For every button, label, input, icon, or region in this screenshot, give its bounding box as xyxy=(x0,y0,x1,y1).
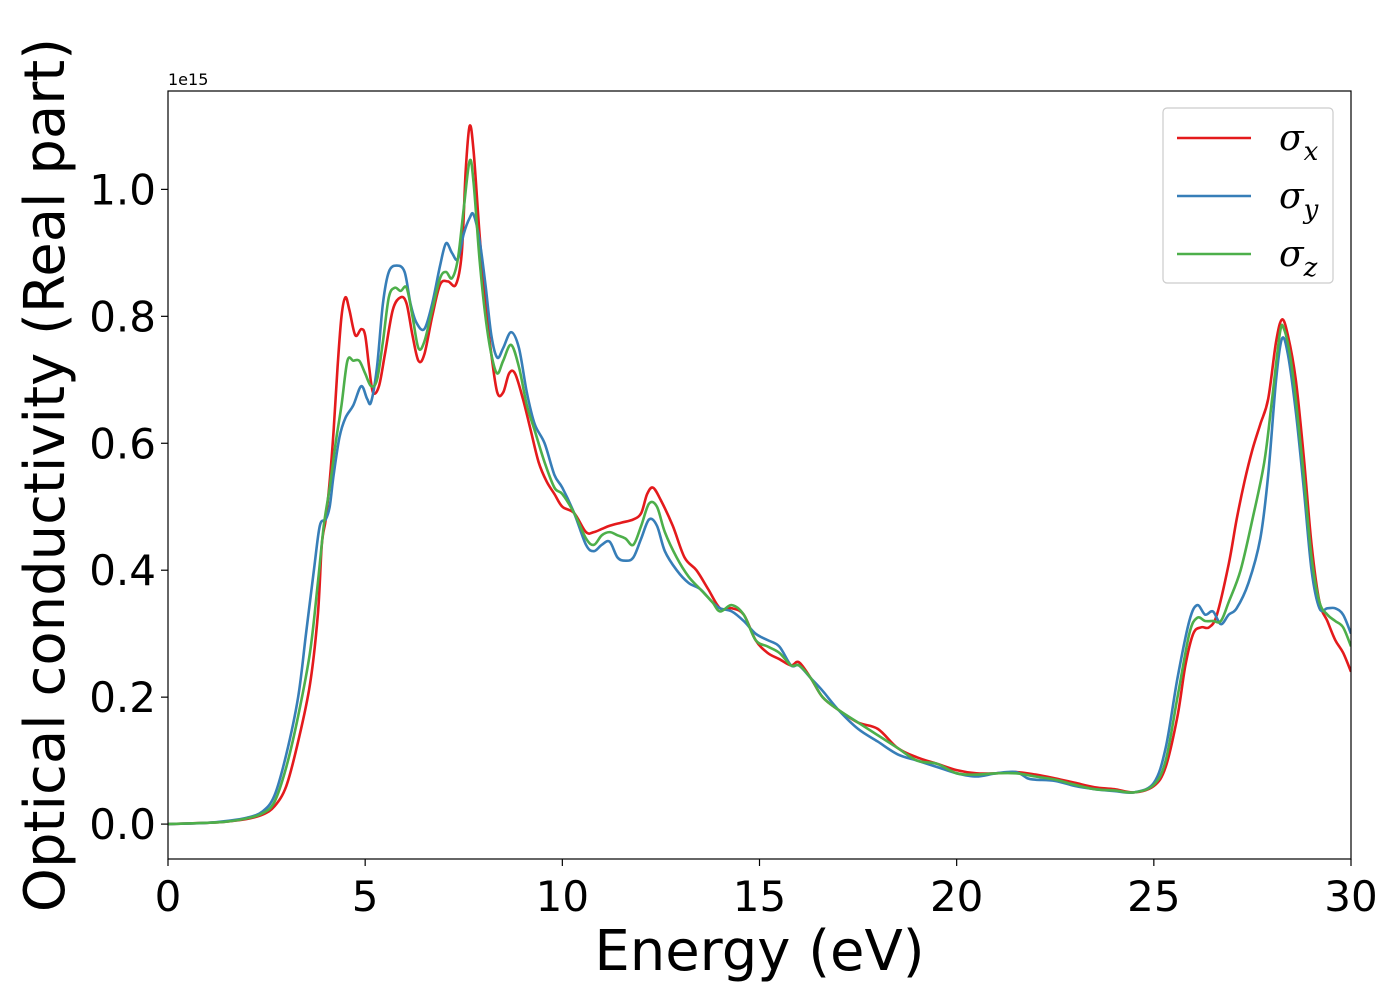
y-axis-offset-label: 1e15 xyxy=(168,70,208,89)
y-tick-label: 0.6 xyxy=(89,419,156,468)
series-line-z xyxy=(168,158,1351,826)
y-tick-label: 1.0 xyxy=(89,165,156,214)
x-axis-label: Energy (eV) xyxy=(594,919,924,984)
x-tick-label: 25 xyxy=(1127,872,1180,921)
x-tick-label: 15 xyxy=(733,872,786,921)
x-tick-label: 20 xyxy=(930,872,983,921)
y-axis-ticks: 0.0 0.2 0.4 0.6 0.8 1.0 xyxy=(89,165,168,849)
y-tick-label: 0.2 xyxy=(89,673,156,722)
y-tick-label: 0.0 xyxy=(89,800,156,849)
x-axis-ticks: 0 5 10 15 20 25 30 xyxy=(155,859,1378,921)
x-tick-label: 30 xyxy=(1324,872,1377,921)
y-tick-label: 0.8 xyxy=(89,292,156,341)
series-layer xyxy=(168,124,1351,826)
x-tick-label: 0 xyxy=(155,872,182,921)
series-line-x xyxy=(168,124,1351,826)
x-tick-label: 5 xyxy=(352,872,379,921)
x-tick-label: 10 xyxy=(536,872,589,921)
series-line-y xyxy=(168,211,1351,826)
y-axis-label: Optical conductivity (Real part) xyxy=(13,38,78,912)
y-tick-label: 0.4 xyxy=(89,546,156,595)
